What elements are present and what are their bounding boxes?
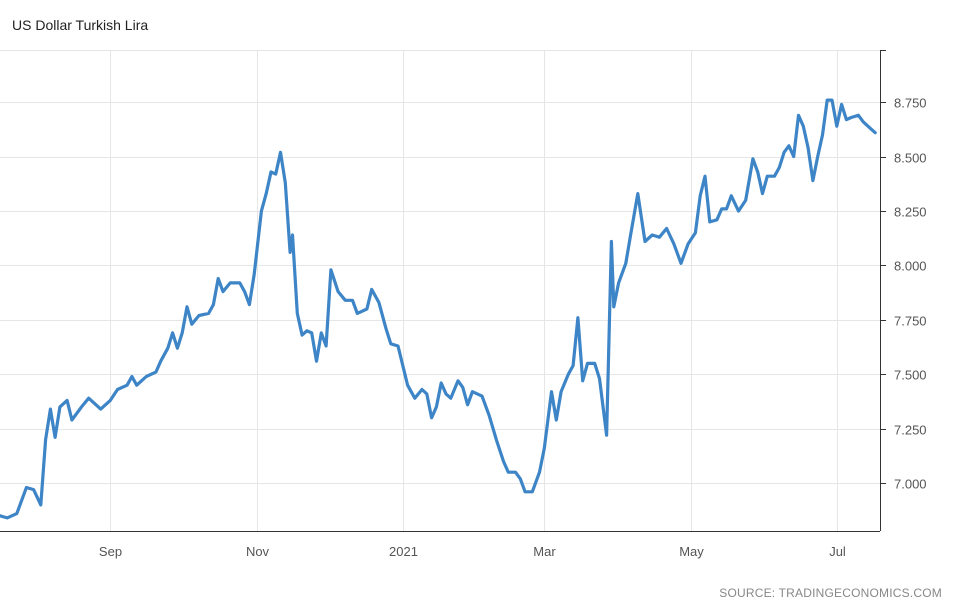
y-tick-label: 8.500	[894, 151, 927, 166]
y-tick-label: 8.750	[894, 96, 927, 111]
tick-labels: 7.000 7.250 7.500 7.750 8.000 8.250 8.500 8.750…	[99, 96, 927, 560]
y-tick-label: 7.000	[894, 477, 927, 492]
source-credit[interactable]: SOURCE: TRADINGECONOMICS.COM	[719, 586, 942, 600]
grid	[0, 50, 880, 531]
x-tick-label: Nov	[246, 544, 270, 559]
y-tick-label: 8.250	[894, 205, 927, 220]
x-tick-label: Mar	[533, 544, 556, 559]
series-line	[0, 98, 877, 520]
x-tick-label: Jul	[829, 544, 846, 559]
y-tick-label: 8.000	[894, 259, 927, 274]
chart-title: US Dollar Turkish Lira	[12, 17, 149, 33]
y-tick-label: 7.750	[894, 314, 927, 329]
series-layer	[0, 98, 877, 520]
y-tick-label: 7.250	[894, 423, 927, 438]
axes	[0, 50, 886, 532]
x-tick-label: Sep	[99, 544, 122, 559]
y-tick-label: 7.500	[894, 368, 927, 383]
x-tick-label: 2021	[389, 544, 418, 559]
x-tick-label: May	[679, 544, 704, 559]
